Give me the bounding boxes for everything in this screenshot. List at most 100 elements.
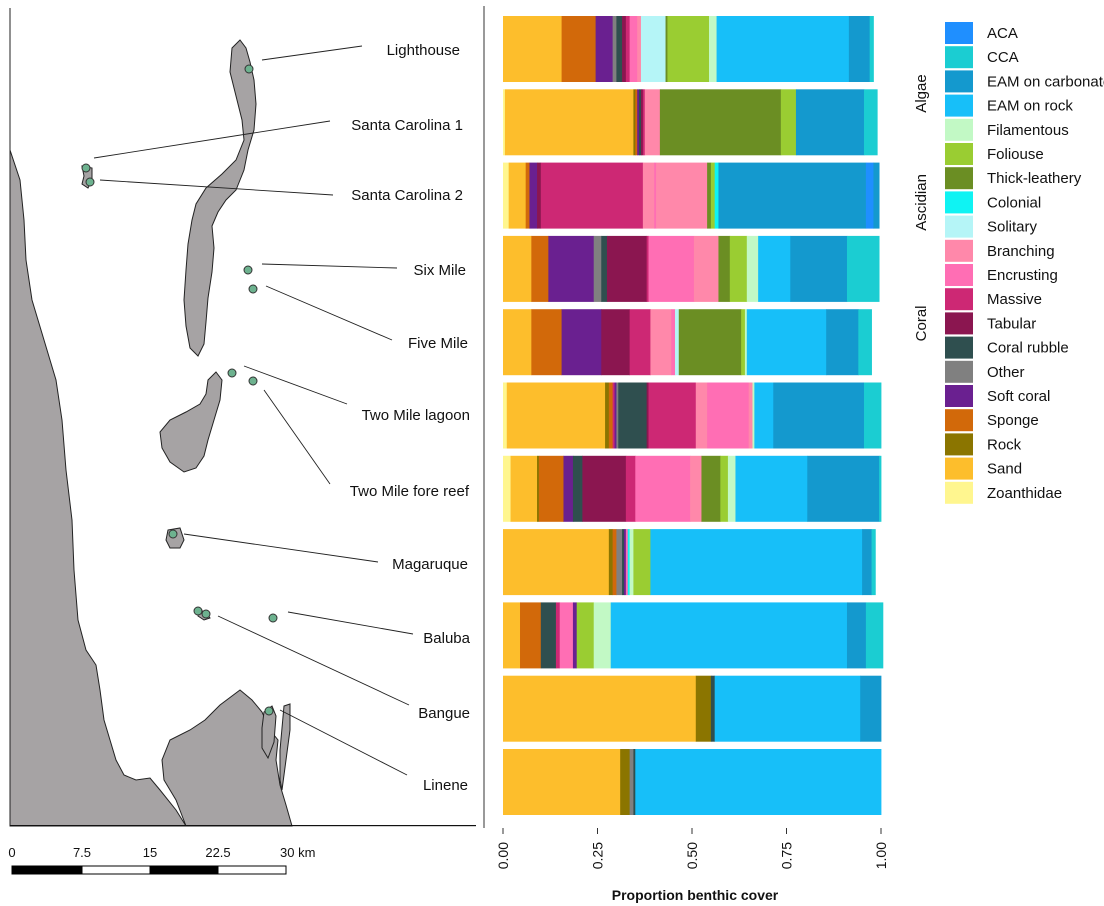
map-panel: Lighthouse Santa Carolina 1 Santa Carolina… <box>8 8 476 875</box>
bar-segment-six-mile-foliouse <box>729 235 748 302</box>
x-tick-label: 0.00 <box>495 842 511 869</box>
bar-segment-two-mile-fore-reef-cca <box>879 455 882 522</box>
legend-swatch-cca <box>945 46 973 69</box>
bar-segment-two-mile-fore-reef-foliouse <box>720 455 729 522</box>
bar-segment-lighthouse-coral-rubble <box>616 16 623 82</box>
stacked-bars <box>503 16 884 815</box>
bar-segment-six-mile-other <box>593 235 602 302</box>
site-label-bangue: Bangue <box>418 705 470 722</box>
bar-segment-baluba-coral-rubble <box>540 602 557 669</box>
bar-segment-lighthouse-branching <box>637 16 642 82</box>
bar-segment-two-mile-lagoon-eam-on-rock <box>754 382 774 449</box>
leader-line-six-mile <box>261 263 398 269</box>
scale-label-2: 15 <box>143 845 157 860</box>
bar-segment-santa-carolina-2-soft-coral <box>529 162 538 229</box>
legend-label-eam-on-carbonate: EAM on carbonate <box>987 73 1104 90</box>
bar-segment-six-mile-soft-coral <box>548 235 595 302</box>
bar-segment-six-mile-cca <box>846 235 880 302</box>
bar-segment-five-mile-thick-leathery <box>678 309 742 376</box>
bar-segment-baluba-massive <box>555 602 561 669</box>
bar-segment-baluba-sand <box>503 602 521 669</box>
bar-segment-two-mile-fore-reef-soft-coral <box>563 455 574 522</box>
bar-segment-santa-carolina-2-massive <box>540 162 644 229</box>
bar-segment-santa-carolina-1-cca <box>863 89 878 156</box>
bar-segment-five-mile-tabular <box>601 309 631 376</box>
legend-swatch-solitary <box>945 215 973 238</box>
bar-segment-six-mile-sponge <box>531 235 549 302</box>
bar-segment-two-mile-lagoon-filamentous <box>752 382 755 449</box>
bar-segment-lighthouse-soft-coral <box>595 16 614 82</box>
bar-segment-santa-carolina-1-thick-leathery <box>659 89 782 156</box>
site-label-five-mile: Five Mile <box>408 335 468 352</box>
bar-segment-two-mile-lagoon-massive <box>648 382 697 449</box>
legend-swatch-soft-coral <box>945 385 973 407</box>
legend-label-filamentous: Filamentous <box>987 122 1069 139</box>
bar-segment-bangue-rock <box>695 675 712 742</box>
bar-segment-santa-carolina-1-branching <box>644 89 661 156</box>
legend-label-thick-leathery: Thick-leathery <box>987 170 1082 187</box>
bar-segment-magaruque-rock <box>608 529 614 596</box>
bar-segment-santa-carolina-2-thick-leathery <box>707 162 712 229</box>
bar-segment-santa-carolina-1-sand <box>504 89 634 156</box>
bar-segment-two-mile-fore-reef-sand <box>510 455 538 522</box>
site-marker-santa-carolina-1 <box>81 163 91 173</box>
legend-label-branching: Branching <box>987 243 1055 260</box>
bar-segment-five-mile-eam-on-carbonate <box>826 309 859 376</box>
bar-segment-lighthouse-other <box>612 16 617 82</box>
bar-segment-two-mile-lagoon-soft-coral <box>614 382 617 449</box>
bar-segment-six-mile-eam-on-rock <box>758 235 791 302</box>
bar-segment-five-mile-sponge <box>531 309 562 376</box>
bar-segment-santa-carolina-1-soft-coral <box>637 89 640 156</box>
bar-segment-five-mile-soft-coral <box>561 309 602 376</box>
bar-segment-two-mile-lagoon-tabular <box>646 382 649 449</box>
site-label-santa-carolina-1: Santa Carolina 1 <box>351 117 463 134</box>
x-tick-label: 1.00 <box>873 842 889 869</box>
bar-segment-six-mile-sand <box>503 235 532 302</box>
scale-segment-4 <box>217 865 287 875</box>
site-markers <box>81 64 278 716</box>
island-benguerra <box>159 371 223 473</box>
bar-segment-lighthouse-eam-on-carbonate <box>848 16 871 82</box>
bar-segment-magaruque-eam-on-rock <box>650 529 863 596</box>
bar-segment-two-mile-fore-reef-sponge <box>538 455 564 522</box>
site-marker-baluba <box>193 606 203 616</box>
x-tick-label: 0.75 <box>779 842 795 869</box>
scale-label-1: 7.5 <box>73 845 91 860</box>
legend-group-ascidian: Ascidian <box>913 174 930 231</box>
bar-segment-santa-carolina-2-aca <box>865 162 874 229</box>
legend-label-encrusting: Encrusting <box>987 267 1058 284</box>
legend-label-massive: Massive <box>987 291 1042 308</box>
bar-segment-six-mile-filamentous <box>746 235 759 302</box>
legend-label-colonial: Colonial <box>987 194 1041 211</box>
legend-swatch-encrusting <box>945 264 973 286</box>
bar-segment-lighthouse-thick-leathery <box>665 16 668 82</box>
legend-swatch-eam-on-carbonate <box>945 70 973 93</box>
bar-segment-magaruque-other <box>616 529 623 596</box>
legend-label-foliouse: Foliouse <box>987 146 1044 163</box>
bar-segment-bangue-coral-rubble <box>710 675 716 742</box>
bar-segment-santa-carolina-1-zoanthidae <box>503 89 506 156</box>
bar-segment-baluba-encrusting <box>559 602 574 669</box>
bar-segment-magaruque-sponge <box>612 529 617 596</box>
island-bazaruto <box>183 39 257 357</box>
bar-segment-magaruque-foliouse <box>633 529 651 596</box>
x-tick-label: 0.50 <box>684 842 700 869</box>
scale-label-0: 0 <box>8 845 15 860</box>
bar-segment-santa-carolina-1-rock <box>633 89 636 156</box>
legend-swatch-colonial <box>945 191 973 214</box>
bar-segment-bangue-sand <box>503 675 697 742</box>
bar-segment-two-mile-lagoon-sand <box>506 382 606 449</box>
bar-segment-two-mile-lagoon-cca <box>863 382 882 449</box>
bar-segment-two-mile-lagoon-rock <box>605 382 610 449</box>
bar-segment-santa-carolina-2-eam-on-carbonate <box>718 162 867 229</box>
bar-segment-santa-carolina-2-zoanthidae <box>503 162 510 229</box>
bar-segment-two-mile-lagoon-eam-on-carbonate <box>773 382 865 449</box>
x-tick-label: 0.25 <box>590 842 606 869</box>
bar-segment-five-mile-cca <box>858 309 872 376</box>
site-label-santa-carolina-2: Santa Carolina 2 <box>351 187 463 204</box>
site-marker-magaruque <box>168 529 178 539</box>
bar-segment-magaruque-colonial <box>627 529 631 596</box>
bar-segment-lighthouse-cca <box>869 16 874 82</box>
legend-swatch-aca <box>945 22 973 44</box>
bar-segment-santa-carolina-2-sponge <box>525 162 530 229</box>
